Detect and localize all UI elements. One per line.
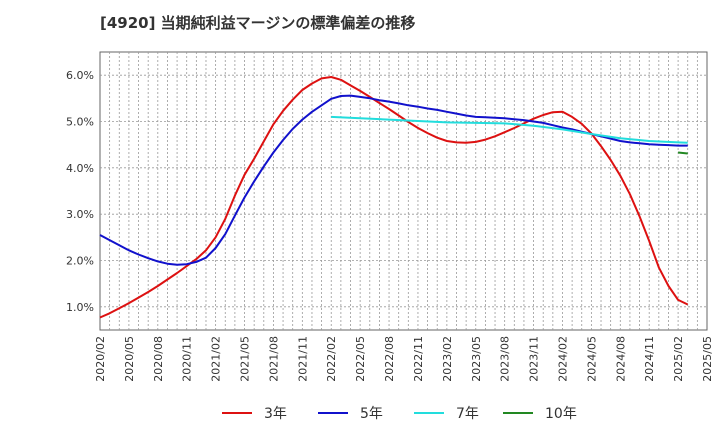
y-tick-label: 6.0% (66, 69, 94, 82)
x-tick-label: 2021/05 (239, 336, 252, 382)
plot-area (99, 51, 708, 331)
x-tick-label: 2024/02 (556, 336, 569, 382)
x-tick-label: 2021/02 (210, 336, 223, 382)
x-tick-label: 2022/02 (325, 336, 338, 382)
x-tick-label: 2022/05 (354, 336, 367, 382)
x-tick-label: 2021/08 (267, 336, 280, 382)
x-tick-label: 2024/05 (585, 336, 598, 382)
x-tick-label: 2024/11 (643, 336, 656, 382)
x-tick-label: 2023/05 (470, 336, 483, 382)
legend: 3年 5年 7年 10年 (222, 406, 577, 422)
x-tick-label: 2025/05 (701, 336, 714, 382)
y-tick-label: 4.0% (66, 162, 94, 175)
series-lines (99, 76, 689, 319)
x-tick-label: 2020/05 (123, 336, 136, 382)
series-line-3年 (99, 76, 689, 319)
series-line-10年 (677, 151, 688, 155)
legend-label: 7年 (456, 406, 479, 422)
x-tick-label: 2022/08 (383, 336, 396, 382)
chart-title: [4920] 当期純利益マージンの標準偏差の推移 (100, 14, 416, 32)
x-tick-label: 2023/02 (441, 336, 454, 382)
x-tick-label: 2020/02 (94, 336, 107, 382)
x-tick-label: 2021/11 (296, 336, 309, 382)
y-tick-label: 3.0% (66, 208, 94, 221)
x-tick-label: 2023/11 (528, 336, 541, 382)
y-axis-ticks: 1.0% 2.0% 3.0% 4.0% 5.0% 6.0% (66, 69, 94, 314)
y-tick-label: 5.0% (66, 116, 94, 129)
x-tick-label: 2024/08 (614, 336, 627, 382)
legend-label: 3年 (264, 406, 287, 422)
series-line-7年 (331, 115, 688, 144)
x-tick-label: 2023/08 (499, 336, 512, 382)
x-axis-ticks: 2020/02 2020/05 2020/08 2020/11 2021/02 2021/… (94, 336, 714, 382)
y-tick-label: 1.0% (66, 301, 94, 314)
legend-label: 5年 (360, 406, 383, 422)
x-tick-label: 2022/11 (412, 336, 425, 382)
x-tick-label: 2020/08 (152, 336, 165, 382)
x-tick-label: 2025/02 (672, 336, 685, 382)
legend-label: 10年 (545, 406, 577, 422)
x-tick-label: 2020/11 (181, 336, 194, 382)
y-tick-label: 2.0% (66, 255, 94, 268)
